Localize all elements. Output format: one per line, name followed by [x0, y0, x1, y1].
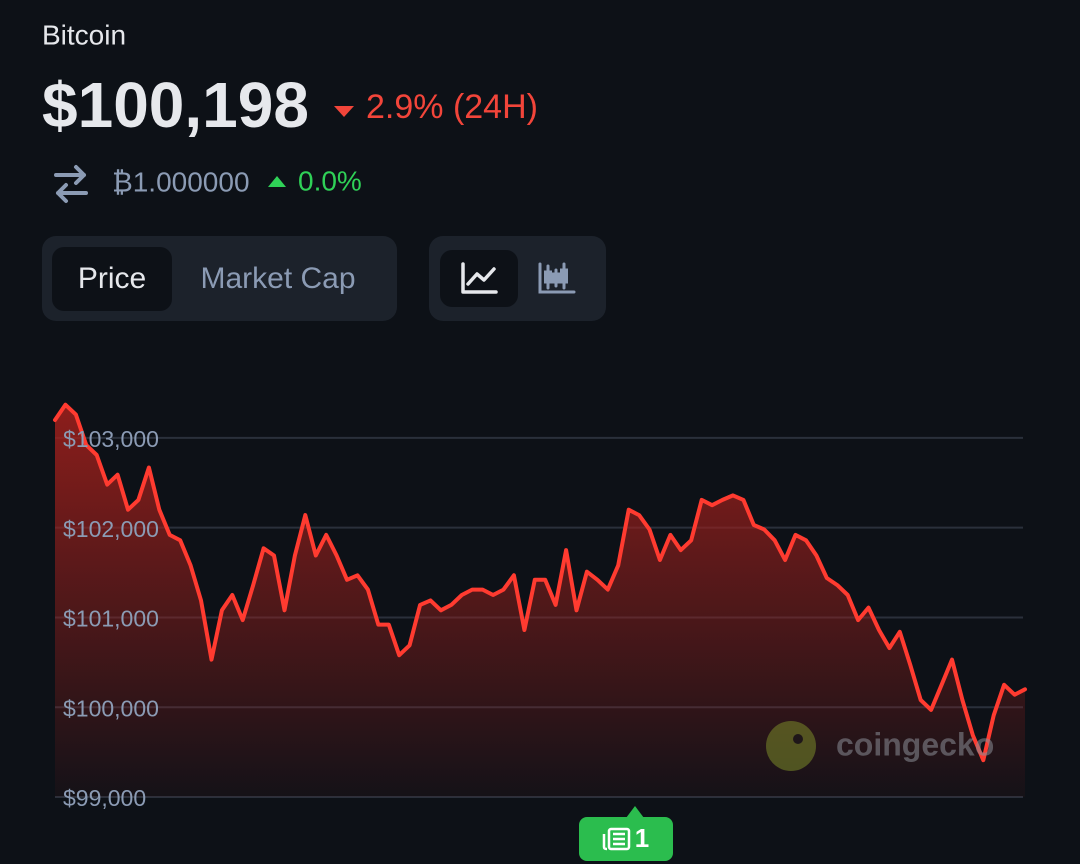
watermark-text: coingecko — [836, 726, 994, 762]
y-tick-label: $100,000 — [63, 695, 159, 721]
y-tick-label: $99,000 — [63, 785, 146, 811]
swap-icon — [54, 165, 88, 203]
news-badge[interactable] — [579, 817, 673, 861]
price-line — [53, 402, 1027, 763]
btc-change: 0.0% — [298, 165, 362, 196]
y-tick-label: $103,000 — [63, 426, 159, 452]
price-chart: $99,000 $100,000 $101,000 $102,000 $103,000 — [53, 402, 1027, 811]
watermark-eye — [793, 734, 803, 744]
down-arrow — [334, 106, 354, 117]
price-change: 2.9% (24H) — [366, 88, 538, 126]
line-chart-button[interactable] — [440, 250, 518, 307]
news-icon — [602, 827, 631, 851]
news-count[interactable]: 1 — [635, 823, 649, 853]
price: $100,198 — [42, 69, 309, 141]
watermark: coingecko — [766, 721, 994, 771]
area — [55, 404, 1025, 797]
coin-name: Bitcoin — [42, 19, 126, 50]
y-tick-label: $102,000 — [63, 516, 159, 542]
up-arrow — [268, 176, 286, 187]
btc-price: ₿1.000000 — [112, 166, 250, 197]
tab-price[interactable]: Price — [78, 262, 146, 295]
tab-market-cap[interactable]: Market Cap — [200, 262, 355, 295]
y-tick-label: $101,000 — [63, 606, 159, 632]
line-chart-icon — [461, 262, 498, 294]
candle-chart-icon[interactable] — [538, 262, 576, 294]
tab-active[interactable] — [52, 247, 172, 311]
watermark-logo — [766, 721, 816, 771]
badge-pointer — [626, 806, 644, 818]
